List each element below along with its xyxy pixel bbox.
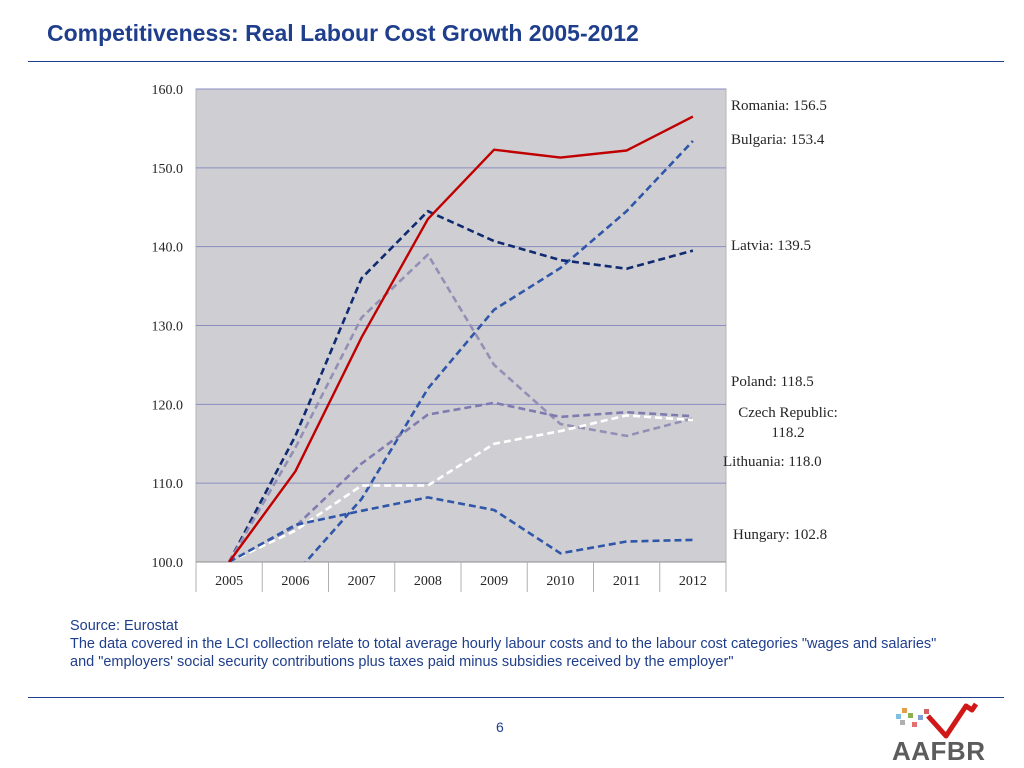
- series-line-hungary: [228, 496, 693, 562]
- series-end-label: Poland: 118.5: [731, 374, 814, 390]
- series-end-label: Lithuania: 118.0: [723, 454, 822, 470]
- series-line-bulgaria: [304, 140, 694, 562]
- y-tick-label: 150.0: [152, 162, 184, 177]
- logo-mark-icon: [896, 702, 979, 739]
- series-end-label: Hungary: 102.8: [733, 527, 827, 543]
- series-end-label: Czech Republic:: [738, 405, 838, 421]
- series-line-romania: [228, 115, 694, 562]
- title-divider: [28, 61, 1004, 62]
- x-tick-label: 2011: [613, 574, 640, 589]
- y-tick-label: 120.0: [152, 398, 184, 413]
- note-text: The data covered in the LCI collection r…: [70, 636, 937, 670]
- series-labels: Romania: 156.5 Bulgaria: 153.4 Latvia: 139…: [723, 98, 838, 543]
- series-end-label: 118.2: [771, 425, 804, 441]
- aafbr-logo: AAFBR: [888, 700, 988, 766]
- x-tick-label: 2006: [281, 574, 309, 589]
- series-end-label: Romania: 156.5: [731, 98, 827, 114]
- x-axis-ticks: 2005 2006 2007 2008 2009 2010 2011 2012: [195, 561, 727, 592]
- x-tick-label: 2007: [348, 574, 376, 589]
- y-tick-label: 160.0: [152, 83, 184, 98]
- source-text: Source: Eurostat: [70, 618, 178, 634]
- series-end-label: Bulgaria: 153.4: [731, 132, 825, 148]
- x-tick-label: 2005: [215, 574, 243, 589]
- y-tick-label: 140.0: [152, 241, 184, 256]
- x-tick-label: 2012: [679, 574, 707, 589]
- y-tick-label: 100.0: [152, 556, 184, 571]
- series-line-latvia: [227, 209, 694, 562]
- page-number: 6: [496, 719, 504, 735]
- series-end-label: Latvia: 139.5: [731, 238, 811, 254]
- x-tick-label: 2008: [414, 574, 442, 589]
- logo-text: AAFBR: [892, 736, 986, 766]
- line-chart: 100.0 110.0 120.0 130.0 140.0 150.0 160.0 2005…: [152, 83, 838, 592]
- y-tick-label: 130.0: [152, 320, 184, 335]
- footer-divider: [28, 697, 1004, 698]
- x-tick-label: 2009: [480, 574, 508, 589]
- slide-title: Competitiveness: Real Labour Cost Growth…: [47, 20, 639, 46]
- y-tick-label: 110.0: [152, 477, 183, 492]
- series-line-estonia: [227, 253, 694, 562]
- y-axis-ticks: 100.0 110.0 120.0 130.0 140.0 150.0 160.0: [152, 83, 184, 571]
- series-line-lithuania: [228, 414, 693, 562]
- series-lines: [227, 115, 694, 562]
- x-tick-label: 2010: [546, 574, 574, 589]
- footnote: Source: Eurostat The data covered in the…: [70, 617, 950, 671]
- series-line-poland: [228, 401, 693, 562]
